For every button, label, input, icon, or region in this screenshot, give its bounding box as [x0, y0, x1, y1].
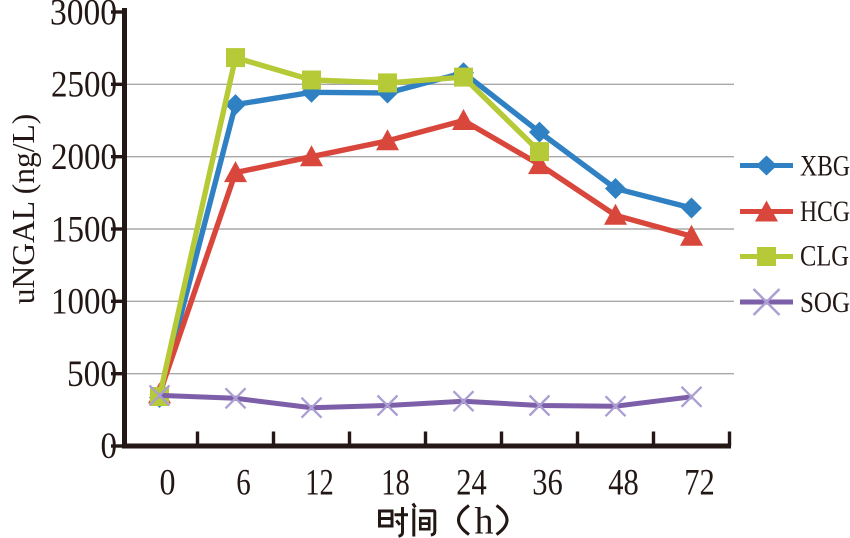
svg-text:24: 24	[456, 462, 487, 503]
svg-text:2500: 2500	[51, 65, 117, 106]
svg-text:1000: 1000	[51, 282, 117, 323]
svg-text:12: 12	[305, 462, 334, 503]
svg-text:XBG: XBG	[800, 149, 850, 182]
svg-text:0: 0	[160, 462, 176, 503]
svg-text:0: 0	[101, 426, 118, 467]
svg-text:1500: 1500	[51, 209, 117, 250]
svg-text:500: 500	[67, 354, 117, 395]
svg-text:36: 36	[532, 462, 563, 503]
svg-text:3000: 3000	[50, 0, 117, 34]
svg-text:uNGAL (ng/L): uNGAL (ng/L)	[6, 114, 41, 304]
svg-text:72: 72	[684, 462, 715, 503]
svg-text:48: 48	[608, 462, 639, 503]
svg-text:2000: 2000	[51, 137, 117, 178]
svg-text:SOG: SOG	[800, 286, 850, 319]
svg-text:HCG: HCG	[800, 195, 850, 228]
svg-text:18: 18	[381, 462, 410, 503]
svg-text:h: h	[475, 501, 494, 538]
svg-text:6: 6	[236, 462, 251, 503]
svg-text:CLG: CLG	[800, 239, 849, 272]
